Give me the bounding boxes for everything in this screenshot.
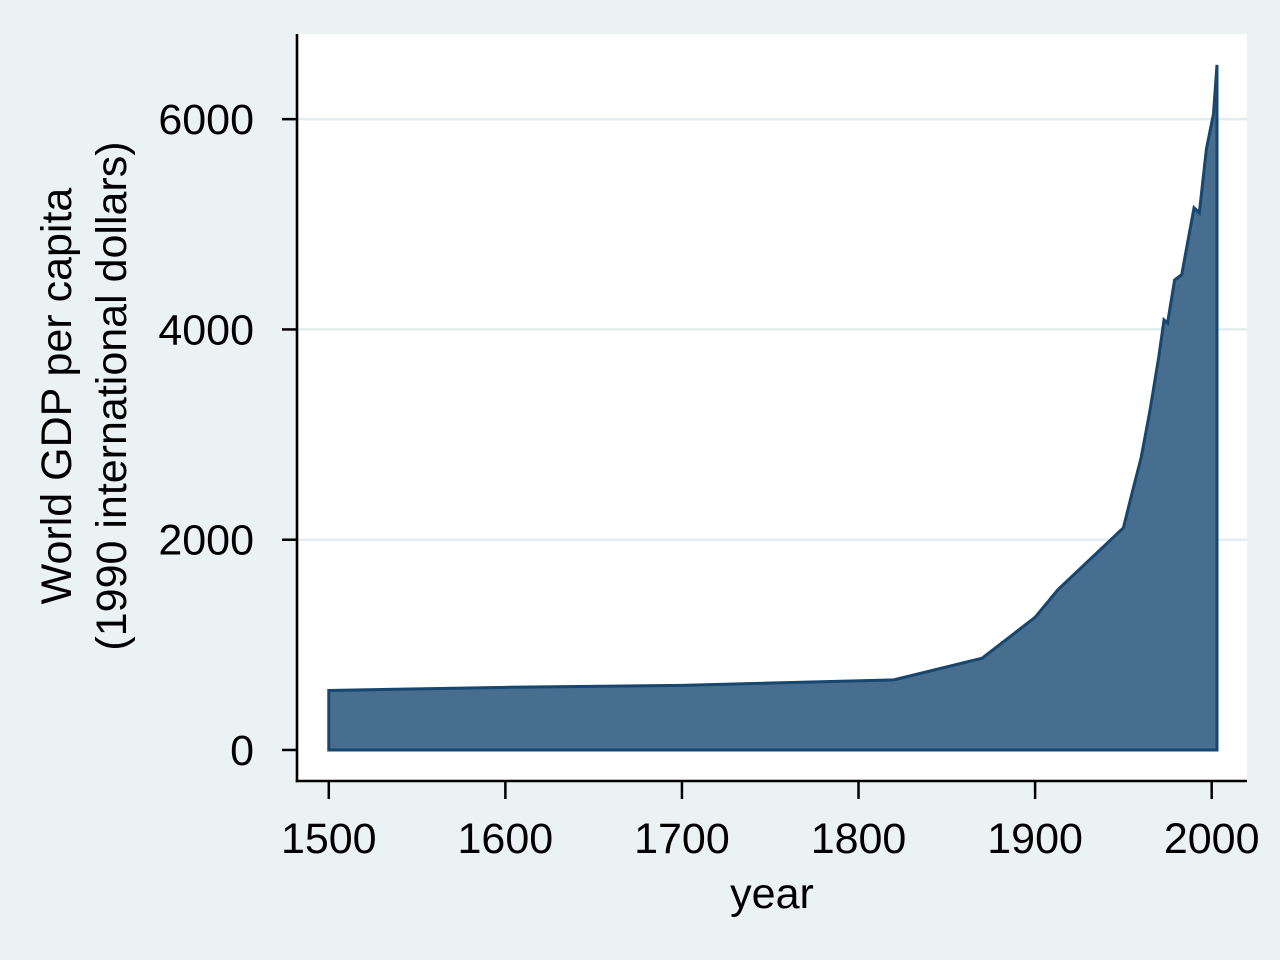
x-tick-label: 1700 <box>634 815 730 863</box>
y-axis-title: World GDP per capita (1990 international… <box>30 141 140 650</box>
x-tick-label: 2000 <box>1164 815 1260 863</box>
x-tick-label: 1900 <box>987 815 1083 863</box>
gdp-area-series <box>327 64 1219 752</box>
y-axis-title-line2: (1990 international dollars) <box>88 141 136 651</box>
x-axis-title: year <box>730 870 814 918</box>
y-axis-title-line1: World GDP per capita <box>33 187 81 605</box>
x-tick-label: 1600 <box>458 815 554 863</box>
y-tick-label: 4000 <box>158 306 254 354</box>
y-tick-label: 0 <box>230 727 254 775</box>
x-tick-label: 1800 <box>811 815 907 863</box>
y-tick-label: 6000 <box>158 96 254 144</box>
y-tick-label: 2000 <box>158 517 254 565</box>
x-tick-label: 1500 <box>281 815 377 863</box>
